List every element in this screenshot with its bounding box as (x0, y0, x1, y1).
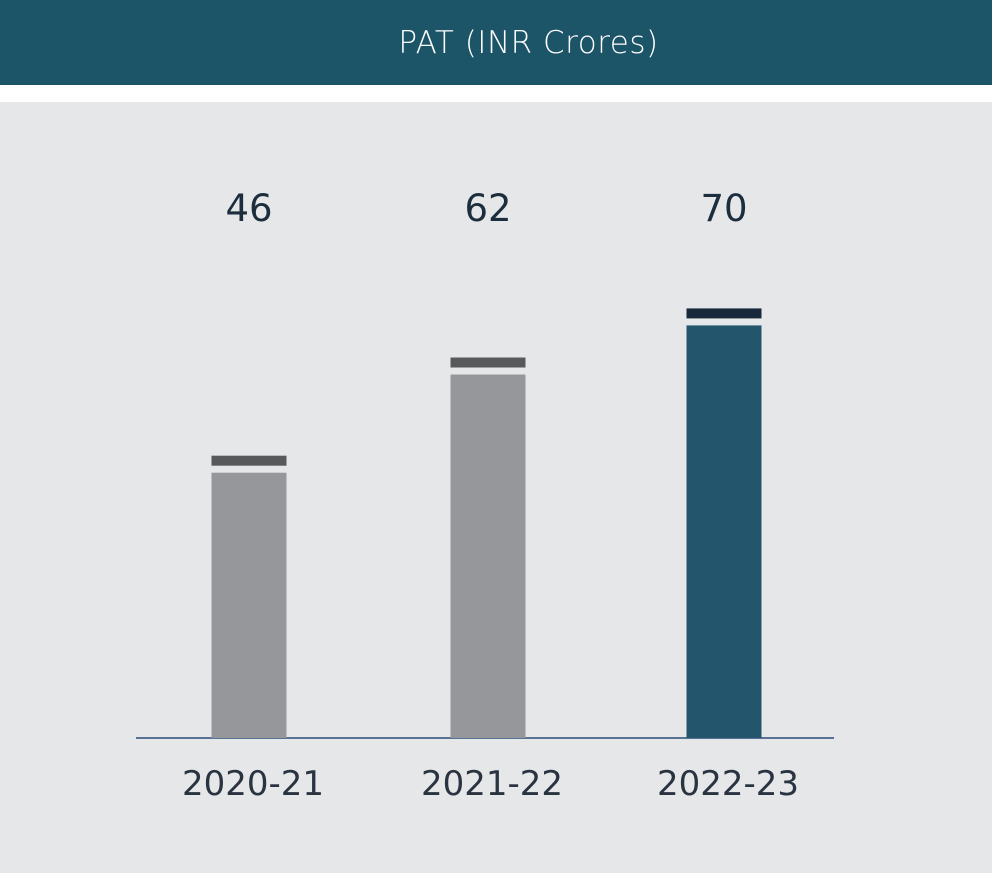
data-label-2021-22: 62 (464, 187, 511, 230)
category-label-2022-23: 2022-23 (657, 764, 799, 804)
bars-group: 46 2020-21 62 2021-22 70 2022-23 (182, 187, 799, 804)
data-label-2020-21: 46 (225, 187, 272, 230)
bar-2021-22 (450, 374, 526, 738)
bar-cap-2020-21 (211, 455, 287, 466)
bar-2020-21 (211, 472, 287, 738)
chart-header: PAT (INR Crores) (0, 0, 992, 85)
category-label-2021-22: 2021-22 (421, 764, 563, 804)
data-label-2022-23: 70 (700, 187, 747, 230)
bar-cap-2022-23 (686, 308, 762, 319)
category-label-2020-21: 2020-21 (182, 764, 324, 804)
chart-title: PAT (INR Crores) (398, 24, 659, 61)
bar-2022-23 (686, 325, 762, 738)
bar-cap-2021-22 (450, 357, 526, 368)
